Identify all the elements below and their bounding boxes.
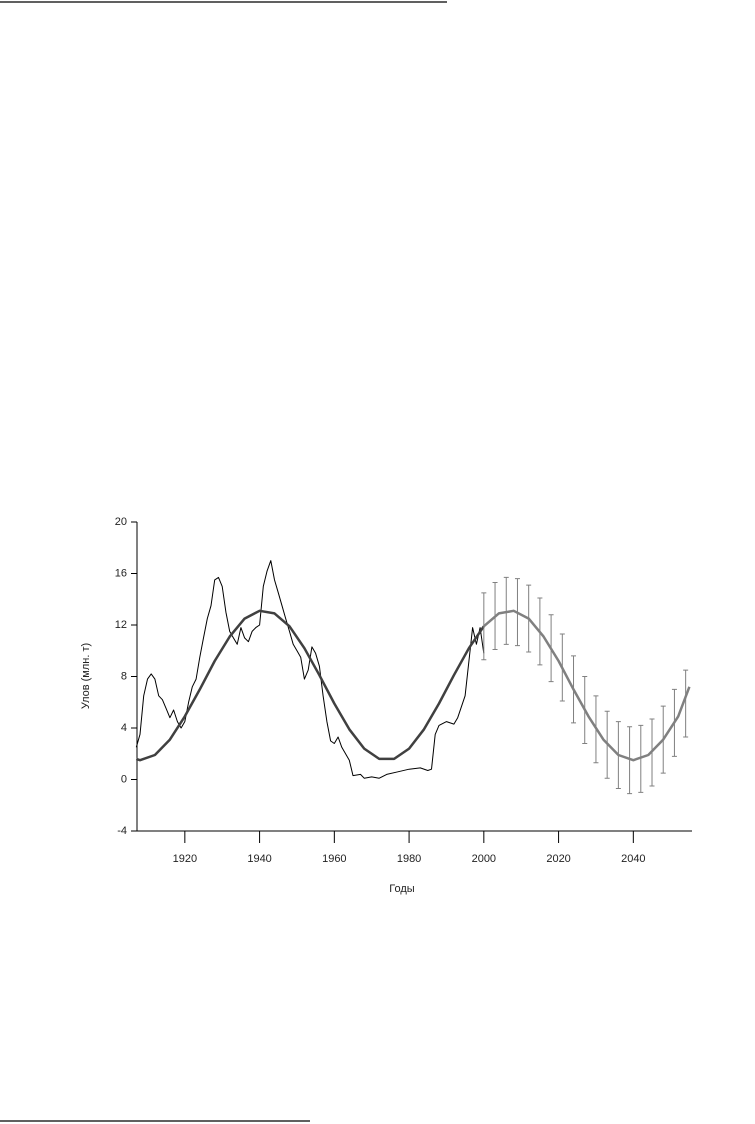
x-axis-label: Годы <box>389 883 415 895</box>
y-axis-label: Улов (млн. т) <box>80 643 92 709</box>
x-tick-label: 2040 <box>621 853 645 865</box>
error-bar <box>492 582 498 650</box>
y-tick-label: 0 <box>121 773 127 785</box>
error-bar <box>615 721 621 790</box>
y-tick-label: 20 <box>115 516 127 528</box>
error-bar <box>503 576 509 645</box>
error-bar <box>526 584 532 653</box>
error-bar <box>638 724 644 793</box>
error-bar <box>627 726 633 795</box>
error-bar <box>559 633 565 702</box>
error-bar <box>683 669 689 738</box>
error-bar <box>593 695 599 764</box>
x-tick-label: 2000 <box>472 853 496 865</box>
error-bar <box>649 718 655 787</box>
error-bar <box>582 676 588 744</box>
y-tick-label: 12 <box>115 619 127 631</box>
error-bar <box>571 655 577 724</box>
x-tick-label: 1980 <box>397 853 421 865</box>
error-bar <box>548 614 554 683</box>
y-tick-label: 16 <box>115 567 127 579</box>
error-bar <box>481 592 487 661</box>
x-tick-label: 2020 <box>546 853 570 865</box>
series-line <box>135 609 485 762</box>
y-tick-label: 4 <box>121 722 127 734</box>
error-bar <box>537 597 543 666</box>
x-tick-label: 1920 <box>173 853 197 865</box>
error-bar <box>660 705 666 774</box>
error-bar <box>671 688 677 757</box>
series-line <box>135 560 485 779</box>
series-line <box>482 609 691 762</box>
x-tick-label: 1960 <box>322 853 346 865</box>
y-tick-label: 8 <box>121 670 127 682</box>
error-bar <box>514 578 520 647</box>
x-tick-label: 1940 <box>247 853 271 865</box>
error-bar <box>604 710 610 779</box>
y-tick-label: -4 <box>117 825 127 837</box>
